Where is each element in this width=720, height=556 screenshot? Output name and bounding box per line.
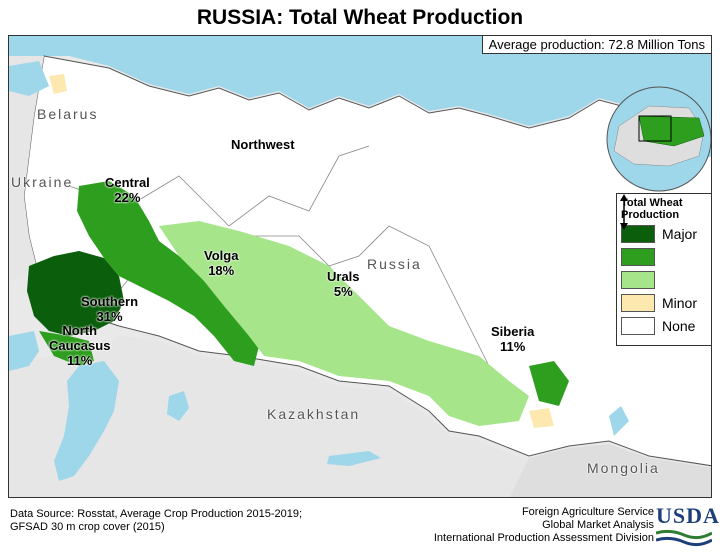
region-label-southern: Southern 31%	[81, 294, 138, 324]
usda-logo-text: USDA	[656, 503, 720, 528]
data-source: Data Source: Rosstat, Average Crop Produ…	[10, 508, 302, 534]
legend-label-major: Major	[662, 225, 698, 242]
agency-line-1: Foreign Agriculture Service	[521, 506, 654, 518]
map-title: RUSSIA: Total Wheat Production	[196, 6, 524, 29]
map-area[interactable]: Average production: 72.8 Million Tons Be…	[8, 35, 712, 498]
usda-logo: USDA	[655, 503, 720, 549]
legend-swatch-high	[621, 247, 655, 266]
region-name-volga: Volga	[204, 248, 239, 263]
legend-row-major: Major	[621, 223, 707, 244]
region-name-central: Central	[105, 175, 150, 190]
region-name-siberia: Siberia	[491, 324, 535, 339]
country-label-belarus: Belarus	[37, 106, 99, 122]
region-label-northwest: Northwest	[231, 137, 295, 152]
high-production-zone	[77, 181, 259, 366]
legend-swatch-major	[621, 224, 655, 243]
region-share-southern: 31%	[96, 309, 123, 324]
region-share-siberia: 11%	[500, 339, 526, 354]
region-name-north-caucasus-1: North	[62, 323, 98, 338]
lake-balkhash	[327, 451, 381, 466]
country-label-ukraine: Ukraine	[11, 174, 74, 190]
aral-sea	[167, 391, 189, 421]
region-share-north-caucasus: 11%	[67, 353, 93, 368]
region-label-volga: Volga 18%	[204, 248, 238, 278]
data-source-line-2: GFSAD 30 m crop cover (2015)	[10, 521, 165, 533]
legend-row-none: None	[621, 315, 707, 336]
agency-line-2: Global Market Analysis	[542, 519, 654, 531]
region-label-central: Central 22%	[105, 175, 150, 205]
average-production-label: Average production: 72.8 Million Tons	[481, 36, 711, 54]
region-name-north-caucasus-2: Caucasus	[49, 338, 111, 353]
black-sea	[9, 331, 39, 371]
globe-inset-box	[638, 115, 672, 142]
legend-title-1: Total Wheat	[621, 197, 683, 209]
medium-production-zone	[159, 221, 529, 426]
major-production-zone	[27, 251, 124, 336]
siberia-major-zone	[529, 361, 569, 406]
country-label-russia: Russia	[367, 256, 422, 272]
region-name-southern: Southern	[81, 294, 139, 309]
legend-swatch-minor	[621, 293, 655, 312]
agency-credit: Foreign Agriculture Service Global Marke…	[434, 506, 654, 545]
legend-swatch-none	[621, 316, 655, 335]
country-label-mongolia: Mongolia	[587, 460, 660, 476]
map-canvas	[9, 36, 711, 497]
country-label-kazakhstan: Kazakhstan	[267, 406, 361, 422]
region-name-urals: Urals	[327, 269, 360, 284]
western-neighbors	[9, 56, 44, 281]
baltic-sea	[9, 61, 49, 96]
region-label-north-caucasus: North Caucasus 11%	[49, 323, 110, 368]
arctic-ocean	[9, 36, 711, 126]
region-label-siberia: Siberia 11%	[491, 324, 534, 354]
legend-row-high	[621, 246, 707, 267]
legend-swatch-medium	[621, 270, 655, 289]
data-source-line-1: Data Source: Rosstat, Average Crop Produ…	[10, 508, 303, 520]
region-share-central: 22%	[114, 190, 141, 205]
mongolia-land	[509, 444, 711, 497]
kazakhstan-land	[9, 336, 711, 497]
map-legend: Total Wheat Production Major Minor None	[616, 193, 711, 346]
agency-line-3: International Production Assessment Divi…	[433, 532, 654, 544]
legend-row-minor: Minor	[621, 292, 707, 313]
legend-label-none: None	[662, 317, 696, 334]
lake-baikal	[609, 406, 629, 436]
double-arrow-icon	[620, 194, 628, 230]
legend-row-medium	[621, 269, 707, 290]
usda-logo-graphic	[655, 529, 713, 547]
legend-title-2: Production	[621, 209, 680, 221]
region-share-urals: 5%	[333, 284, 353, 299]
caspian-sea	[54, 361, 119, 481]
southern-major-zone	[39, 331, 94, 366]
region-name-northwest: Northwest	[231, 137, 295, 152]
legend-label-minor: Minor	[662, 294, 698, 311]
region-label-urals: Urals 5%	[327, 269, 360, 299]
region-share-volga: 18%	[208, 263, 235, 278]
